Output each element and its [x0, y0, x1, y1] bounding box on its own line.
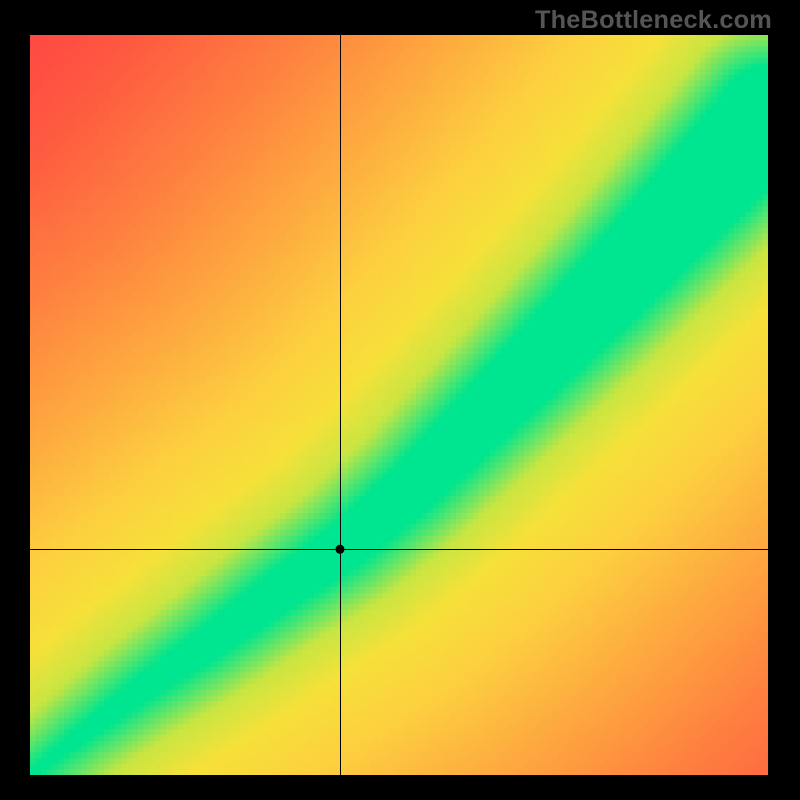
watermark-label: TheBottleneck.com	[535, 6, 772, 35]
crosshair-overlay	[30, 35, 768, 775]
chart-container: { "watermark": { "text": "TheBottleneck.…	[0, 0, 800, 800]
